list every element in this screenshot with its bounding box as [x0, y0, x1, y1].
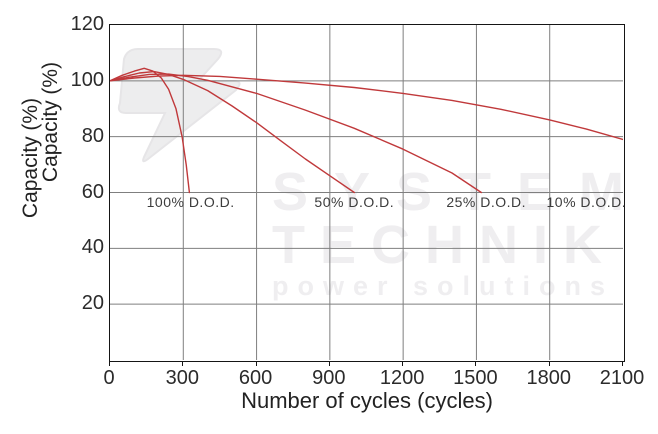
y-tick-label: 60 [81, 180, 104, 203]
x-tick-mark [402, 361, 404, 366]
x-tick-label: 1800 [526, 367, 571, 389]
plot-area: SYSTEM TECHNIK power solutions 100% D.O.… [109, 24, 627, 362]
dod-curve-label: 100% D.O.D. [146, 194, 235, 211]
x-tick-mark [328, 361, 330, 366]
plot-svg [110, 25, 623, 360]
y-tick-label: 100 [70, 68, 104, 91]
dod-curve-label: 10% D.O.D. [546, 194, 627, 211]
x-tick-label: 1500 [453, 367, 498, 389]
x-tick-label: 300 [165, 367, 199, 389]
x-tick-mark [548, 361, 550, 366]
x-tick-mark [109, 361, 110, 366]
x-tick-label: 600 [238, 367, 273, 389]
y-tick-label: 80 [81, 124, 104, 147]
x-tick-label: 900 [312, 367, 346, 389]
y-tick-label: 40 [81, 236, 104, 259]
dod-curve-label: 25% D.O.D. [446, 194, 527, 211]
x-tick-label: 1200 [379, 367, 425, 389]
x-axis-label: Number of cycles (cycles) [241, 388, 493, 413]
y-tick-label: 120 [70, 13, 104, 35]
x-tick-mark [182, 361, 184, 366]
x-tick-label: 2100 [599, 367, 645, 389]
x-tick-mark [622, 361, 623, 366]
watermark-line-2: TECHNIK [272, 215, 617, 275]
x-tick-mark [475, 361, 477, 366]
x-tick-label: 0 [103, 367, 115, 389]
dod-curve-label: 50% D.O.D. [314, 194, 395, 211]
x-tick-mark [255, 361, 257, 366]
y-tick-label: 20 [81, 292, 104, 315]
